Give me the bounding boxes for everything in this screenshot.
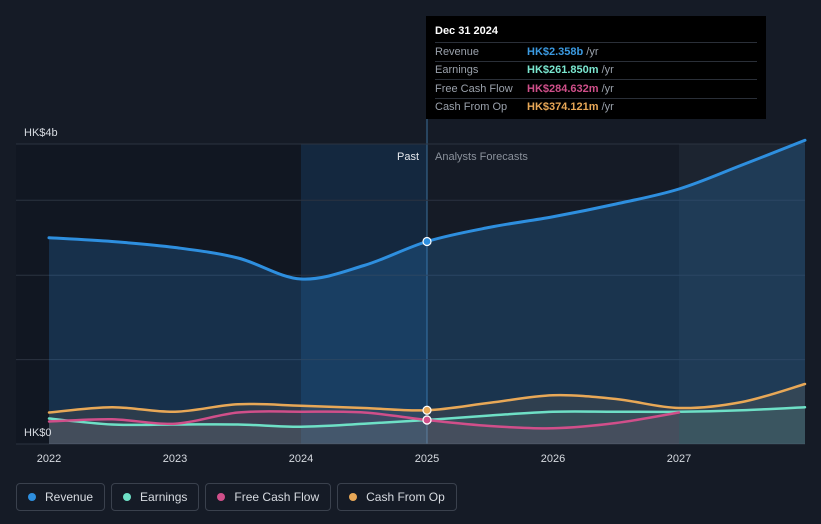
tooltip-label: Cash From Op bbox=[435, 101, 508, 114]
x-tick-label: 2022 bbox=[37, 453, 61, 465]
legend-label: Cash From Op bbox=[366, 490, 445, 504]
grid-lines bbox=[16, 143, 805, 445]
tooltip-label: Free Cash Flow bbox=[435, 82, 513, 95]
tooltip-row-cash-from-op: Cash From Op HK$374.121m /yr bbox=[435, 97, 757, 117]
tooltip-value: HK$2.358b bbox=[527, 45, 584, 58]
tooltip-label: Revenue bbox=[435, 45, 480, 58]
tooltip-unit: /yr bbox=[601, 64, 614, 77]
legend: Revenue Earnings Free Cash Flow Cash Fro… bbox=[16, 483, 457, 511]
line-free-cash-flow bbox=[47, 410, 681, 430]
area-earnings bbox=[49, 407, 805, 444]
legend-item-free-cash-flow[interactable]: Free Cash Flow bbox=[205, 483, 332, 511]
tooltip-unit: /yr bbox=[586, 45, 599, 58]
y-axis-label-top: HK$4b bbox=[24, 127, 58, 139]
legend-dot-icon bbox=[28, 493, 36, 501]
marker-free-cash-flow bbox=[422, 415, 432, 425]
tooltip: Dec 31 2024 Revenue HK$2.358b /yr Earnin… bbox=[426, 16, 766, 119]
tooltip-row-revenue: Revenue HK$2.358b /yr bbox=[435, 42, 757, 61]
y-axis-label-bottom: HK$0 bbox=[24, 427, 52, 439]
legend-label: Earnings bbox=[140, 490, 188, 504]
legend-dot-icon bbox=[217, 493, 226, 501]
legend-label: Revenue bbox=[45, 490, 94, 504]
legend-item-earnings[interactable]: Earnings bbox=[111, 483, 200, 511]
x-tick-label: 2026 bbox=[541, 453, 565, 465]
legend-dot-icon bbox=[123, 493, 132, 501]
forecast-label: Analysts Forecasts bbox=[435, 151, 528, 163]
tooltip-row-earnings: Earnings HK$261.850m /yr bbox=[435, 60, 757, 80]
tooltip-label: Earnings bbox=[435, 64, 479, 77]
legend-item-revenue[interactable]: Revenue bbox=[16, 483, 106, 511]
legend-dot-icon bbox=[349, 493, 358, 501]
tooltip-date: Dec 31 2024 bbox=[435, 25, 498, 37]
tooltip-unit: /yr bbox=[601, 101, 614, 114]
past-label: Past bbox=[397, 151, 419, 163]
data-markers bbox=[422, 236, 432, 425]
area-revenue bbox=[49, 140, 805, 444]
x-tick-label: 2024 bbox=[289, 453, 313, 465]
marker-revenue bbox=[422, 236, 432, 247]
x-tick-label: 2025 bbox=[415, 453, 439, 465]
x-tick-label: 2023 bbox=[163, 453, 187, 465]
tooltip-value: HK$261.850m bbox=[527, 64, 599, 77]
chart-background bbox=[16, 16, 805, 444]
x-tick-label: 2027 bbox=[667, 453, 691, 465]
marker-cash-from-op bbox=[422, 405, 432, 415]
legend-item-cash-from-op[interactable]: Cash From Op bbox=[337, 483, 457, 511]
tooltip-unit: /yr bbox=[601, 82, 614, 95]
x-axis-ticks: 2022 2023 2024 2025 2026 2027 bbox=[37, 453, 691, 465]
forecast-region bbox=[679, 144, 805, 444]
tooltip-value: HK$284.632m bbox=[527, 82, 599, 95]
legend-label: Free Cash Flow bbox=[234, 490, 320, 504]
tooltip-row-free-cash-flow: Free Cash Flow HK$284.632m /yr bbox=[435, 79, 757, 98]
highlight-region bbox=[301, 144, 427, 444]
tooltip-value: HK$374.121m bbox=[527, 101, 599, 114]
